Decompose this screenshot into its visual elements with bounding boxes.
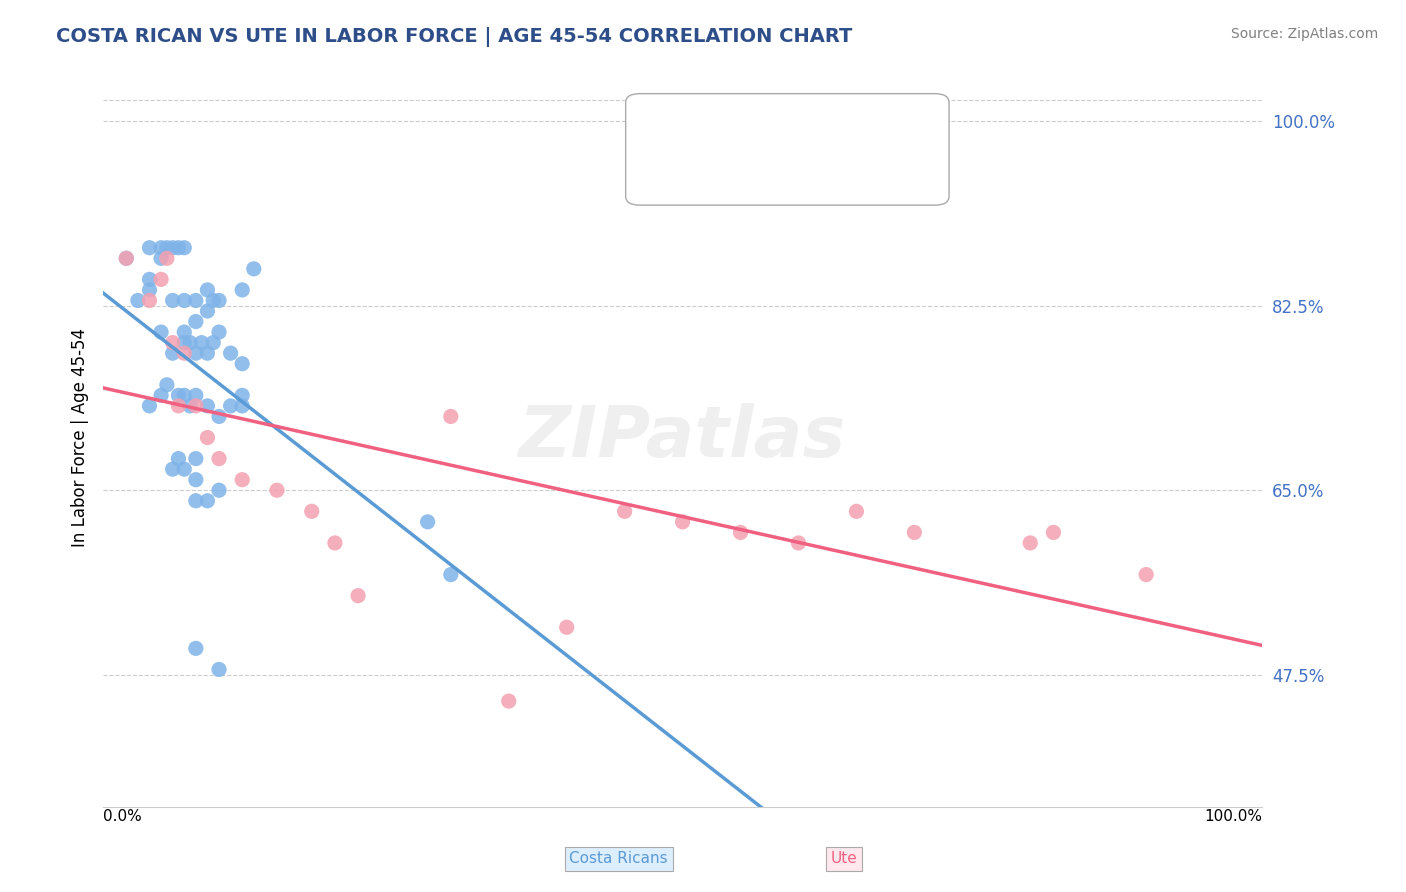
Point <box>208 293 231 308</box>
Text: ZIPatlas: ZIPatlas <box>519 403 846 472</box>
Point <box>231 399 253 413</box>
Text: R = -0.148: R = -0.148 <box>706 123 803 141</box>
Point <box>184 451 207 466</box>
Point <box>184 346 207 360</box>
Point <box>150 388 173 402</box>
Point <box>208 451 231 466</box>
Point <box>162 241 184 255</box>
Text: 100.0%: 100.0% <box>1204 809 1263 823</box>
Point <box>197 493 219 508</box>
Point <box>219 346 242 360</box>
Point <box>184 399 207 413</box>
Point <box>231 473 253 487</box>
Point <box>1042 525 1064 540</box>
Point <box>156 241 179 255</box>
Point <box>150 241 173 255</box>
Point <box>498 694 520 708</box>
Text: 0.0%: 0.0% <box>103 809 142 823</box>
Text: Ute: Ute <box>830 852 858 866</box>
Text: Source: ZipAtlas.com: Source: ZipAtlas.com <box>1230 27 1378 41</box>
Point <box>208 325 231 339</box>
Point <box>730 525 752 540</box>
Point <box>903 525 925 540</box>
Point <box>347 589 370 603</box>
Point <box>162 462 184 476</box>
Point <box>184 293 207 308</box>
Point <box>173 241 195 255</box>
Point <box>138 293 160 308</box>
Point <box>162 335 184 350</box>
Point <box>1019 536 1042 550</box>
Point <box>197 399 219 413</box>
Point <box>173 462 195 476</box>
Point <box>138 241 160 255</box>
Point <box>156 377 179 392</box>
Point <box>156 252 179 266</box>
Point <box>208 483 231 498</box>
Point <box>231 388 253 402</box>
Point <box>1135 567 1157 582</box>
Point <box>184 314 207 328</box>
Point <box>115 252 138 266</box>
Point <box>127 293 149 308</box>
Text: N = 27: N = 27 <box>838 161 900 178</box>
Point <box>202 293 225 308</box>
Text: R = -0.511: R = -0.511 <box>706 161 803 178</box>
Point <box>167 451 190 466</box>
Point <box>266 483 288 498</box>
Point <box>190 335 212 350</box>
Point <box>440 567 463 582</box>
Point <box>138 283 160 297</box>
Point <box>197 346 219 360</box>
Point <box>219 399 242 413</box>
Point <box>167 388 190 402</box>
Point <box>115 252 138 266</box>
Point <box>173 293 195 308</box>
Point <box>179 399 201 413</box>
Point <box>173 346 195 360</box>
Point <box>138 399 160 413</box>
Point <box>202 335 225 350</box>
Point <box>150 325 173 339</box>
Point <box>184 493 207 508</box>
Y-axis label: In Labor Force | Age 45-54: In Labor Force | Age 45-54 <box>72 328 89 547</box>
Point <box>671 515 693 529</box>
Point <box>440 409 463 424</box>
Point <box>162 293 184 308</box>
Point <box>787 536 810 550</box>
FancyBboxPatch shape <box>650 118 695 145</box>
Point <box>184 641 207 656</box>
Point <box>416 515 439 529</box>
Point <box>167 241 190 255</box>
Point <box>208 663 231 677</box>
Point <box>208 409 231 424</box>
Point <box>179 335 201 350</box>
Point <box>150 272 173 286</box>
Point <box>197 283 219 297</box>
Point <box>243 261 266 276</box>
Point <box>301 504 323 518</box>
Point <box>231 283 253 297</box>
Point <box>231 357 253 371</box>
Point <box>173 335 195 350</box>
Point <box>173 325 195 339</box>
Text: N = 57: N = 57 <box>838 123 900 141</box>
Point <box>197 430 219 444</box>
Point <box>184 388 207 402</box>
Point <box>197 304 219 318</box>
Point <box>184 473 207 487</box>
Point <box>162 346 184 360</box>
Point <box>150 252 173 266</box>
Point <box>167 399 190 413</box>
Text: Costa Ricans: Costa Ricans <box>569 852 668 866</box>
Point <box>555 620 578 634</box>
Point <box>138 272 160 286</box>
Point <box>323 536 346 550</box>
FancyBboxPatch shape <box>650 155 695 183</box>
Point <box>613 504 636 518</box>
Point <box>845 504 868 518</box>
Point <box>173 388 195 402</box>
Text: COSTA RICAN VS UTE IN LABOR FORCE | AGE 45-54 CORRELATION CHART: COSTA RICAN VS UTE IN LABOR FORCE | AGE … <box>56 27 852 46</box>
